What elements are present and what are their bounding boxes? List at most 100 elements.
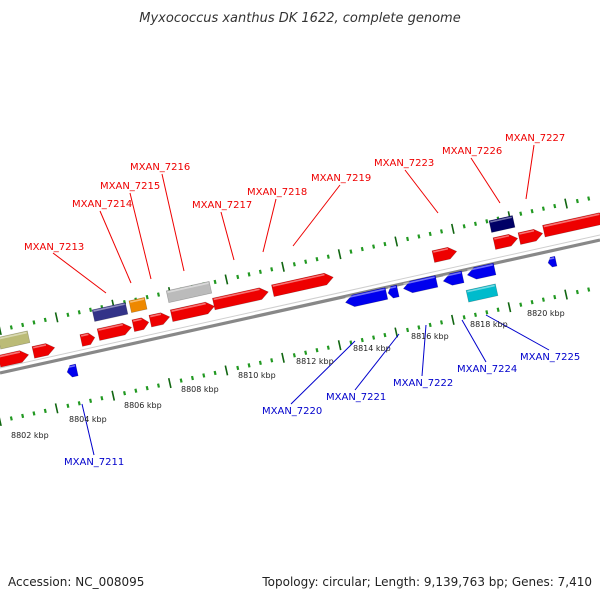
- lower-track-minor-tick: [553, 294, 557, 300]
- gene-box-shape: [465, 283, 499, 303]
- lower-track-minor-tick: [519, 302, 523, 307]
- genome-summary: Topology: circular; Length: 9,139,763 bp…: [261, 575, 592, 589]
- scale-label: 8808 kbp: [181, 385, 219, 394]
- lower-track-major-tick: [54, 403, 59, 414]
- gene-label-mxan-7226: MXAN_7226: [442, 146, 502, 157]
- lower-track-minor-tick: [89, 398, 93, 403]
- upper-track-minor-tick: [473, 221, 477, 226]
- backbone-highlight: [0, 234, 600, 369]
- gene-label-mxan-7225: MXAN_7225: [520, 352, 580, 363]
- lower-track-minor-tick: [134, 388, 138, 393]
- gene-arrow-shape: [542, 212, 600, 238]
- upper-track-minor-tick: [258, 269, 262, 275]
- lower-track-minor-tick: [66, 403, 70, 409]
- leader-line: [461, 319, 487, 363]
- upper-track-minor-tick: [89, 307, 93, 312]
- gene-box-shape: [128, 297, 148, 313]
- gene-arrow-sheen: [171, 302, 206, 312]
- gene-arrow-sheen: [494, 234, 510, 240]
- gene-arrow-sheen: [98, 323, 123, 331]
- lower-track-minor-tick: [462, 315, 466, 320]
- lower-track-minor-tick: [315, 348, 319, 353]
- gene-arrow: [431, 246, 458, 263]
- gene-arrow-sheen: [519, 229, 535, 235]
- upper-track-major-tick: [564, 198, 568, 209]
- gene-arrow-shape: [492, 233, 519, 250]
- gene-arrow-shape: [0, 350, 30, 368]
- lower-track-minor-tick: [258, 360, 262, 366]
- upper-track-minor-tick: [349, 249, 353, 254]
- scale-labels: 8802 kbp 8804 kbp 8806 kbp 8808 kbp 8810 kbp…: [11, 309, 565, 440]
- gene-arrow: [169, 301, 215, 322]
- lower-track-minor-tick: [202, 373, 206, 378]
- lower-track-major-tick: [564, 289, 568, 300]
- gene-arrow-sheen: [133, 318, 142, 322]
- gene-box-sheen: [130, 298, 145, 303]
- leader-line: [421, 324, 427, 377]
- gene-label-mxan-7215: MXAN_7215: [100, 181, 160, 192]
- lower-track-minor-tick: [292, 353, 296, 358]
- upper-track-minor-tick: [156, 292, 161, 297]
- gene-arrow-sheen: [213, 288, 260, 301]
- upper-track-minor-tick: [383, 241, 387, 247]
- lower-track-major-tick: [450, 314, 455, 325]
- leader-line: [354, 333, 400, 391]
- lower-track-minor-tick: [304, 350, 308, 355]
- upper-track-minor-tick: [360, 246, 364, 252]
- lower-track-minor-tick: [473, 312, 477, 317]
- scale-label: 8802 kbp: [11, 431, 49, 440]
- gene-arrow: [66, 363, 79, 378]
- scale-label: 8818 kbp: [470, 320, 508, 329]
- gene-arrow-shape: [387, 284, 400, 299]
- gene-arrow: [148, 312, 171, 328]
- lower-track-minor-tick: [145, 385, 149, 391]
- gene-arrow: [387, 284, 400, 299]
- lower-track-minor-tick: [349, 340, 353, 345]
- upper-track-minor-tick: [77, 310, 81, 315]
- upper-track-minor-tick: [587, 196, 591, 201]
- gene-box-shape: [0, 330, 31, 350]
- lower-track-minor-tick: [360, 337, 364, 343]
- gene-arrow-sheen: [548, 257, 555, 261]
- gene-arrow-sheen: [33, 344, 47, 349]
- lower-track-minor-tick: [587, 287, 591, 292]
- gene-label-mxan-7221: MXAN_7221: [326, 392, 386, 403]
- backbone-line: [0, 238, 600, 375]
- upper-track-major-tick: [281, 261, 285, 272]
- gene-arrow: [212, 287, 269, 311]
- gene-arrow: [131, 317, 150, 332]
- gene-arrow: [345, 287, 389, 307]
- gene-arrow-sheen: [345, 288, 385, 299]
- lower-track-major-tick: [224, 365, 229, 376]
- gene-arrow: [31, 343, 56, 359]
- leader-line: [99, 210, 132, 284]
- lower-track-minor-tick: [21, 413, 25, 419]
- upper-track-minor-tick: [541, 206, 545, 211]
- tick-tracks: [0, 196, 591, 427]
- gene-arrow-sheen: [543, 213, 600, 228]
- gene-arrow-sheen: [433, 247, 449, 253]
- leader-line: [161, 173, 185, 272]
- gene-label-mxan-7213: MXAN_7213: [24, 242, 84, 253]
- upper-track-minor-tick: [553, 203, 557, 209]
- lower-track-minor-tick: [530, 299, 534, 305]
- lower-track-minor-tick: [575, 289, 579, 295]
- upper-track-minor-tick: [213, 279, 217, 285]
- lower-track-minor-tick: [440, 320, 444, 325]
- gene-arrow: [79, 332, 96, 347]
- upper-track-minor-tick: [406, 236, 410, 242]
- gene-arrow-sheen: [0, 351, 21, 358]
- lower-track-minor-tick: [236, 365, 240, 371]
- upper-track-major-tick: [450, 223, 455, 234]
- scale-label: 8812 kbp: [296, 357, 334, 366]
- gene-arrow: [0, 350, 30, 368]
- gene-label-mxan-7220: MXAN_7220: [262, 406, 322, 417]
- gene-box: [465, 283, 499, 303]
- gene-arrow-shape: [431, 246, 458, 263]
- lower-track-minor-tick: [179, 378, 183, 383]
- lower-track-minor-tick: [77, 401, 81, 406]
- lower-track-minor-tick: [326, 345, 330, 350]
- scale-label: 8806 kbp: [124, 401, 162, 410]
- upper-track-minor-tick: [270, 267, 274, 272]
